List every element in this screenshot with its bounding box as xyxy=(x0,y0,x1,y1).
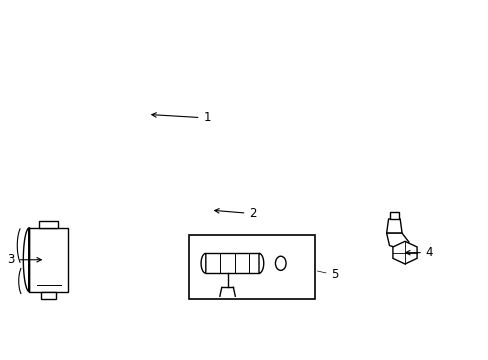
Bar xyxy=(188,235,314,299)
Text: 2: 2 xyxy=(214,207,256,220)
Polygon shape xyxy=(29,228,68,292)
Polygon shape xyxy=(39,221,58,228)
Text: 5: 5 xyxy=(317,269,338,282)
Polygon shape xyxy=(41,292,56,299)
Polygon shape xyxy=(386,233,408,249)
Polygon shape xyxy=(389,212,398,219)
Polygon shape xyxy=(392,241,416,264)
Text: 4: 4 xyxy=(405,246,432,259)
Polygon shape xyxy=(23,228,29,292)
Ellipse shape xyxy=(275,256,285,270)
Polygon shape xyxy=(201,253,205,273)
Polygon shape xyxy=(259,253,263,273)
Text: 3: 3 xyxy=(7,253,41,266)
Polygon shape xyxy=(386,219,401,233)
Text: 1: 1 xyxy=(151,112,210,125)
